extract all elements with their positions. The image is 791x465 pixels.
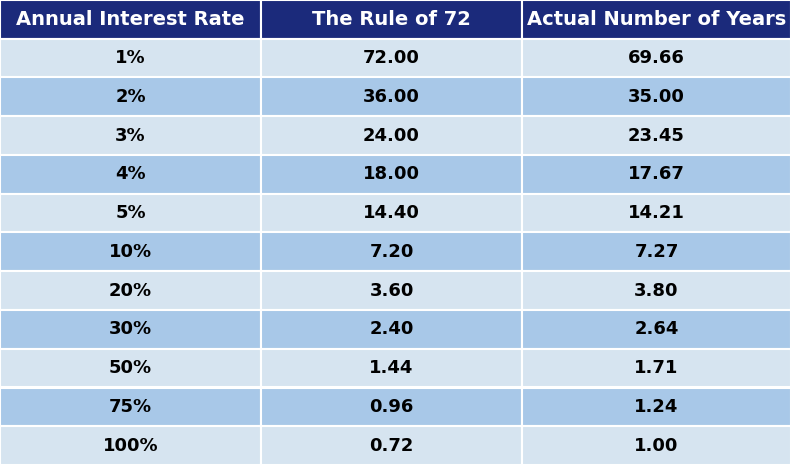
Text: 4%: 4%: [115, 166, 146, 183]
Text: 1.44: 1.44: [369, 359, 414, 377]
Bar: [261, 387, 522, 426]
Bar: [0, 116, 261, 155]
Bar: [0, 155, 261, 194]
Bar: [261, 116, 522, 155]
Bar: [261, 39, 522, 78]
Bar: [261, 349, 522, 387]
Bar: [0, 232, 261, 271]
Bar: [522, 78, 791, 116]
Text: 14.21: 14.21: [628, 204, 685, 222]
Text: 30%: 30%: [109, 320, 152, 339]
Text: The Rule of 72: The Rule of 72: [312, 10, 471, 29]
Bar: [0, 387, 261, 426]
Bar: [261, 232, 522, 271]
Text: 24.00: 24.00: [363, 126, 420, 145]
Bar: [0, 194, 261, 232]
Text: 1%: 1%: [115, 49, 146, 67]
Text: 7.27: 7.27: [634, 243, 679, 261]
Bar: [522, 387, 791, 426]
Bar: [522, 39, 791, 78]
Text: 3.80: 3.80: [634, 282, 679, 299]
Bar: [0, 78, 261, 116]
Text: 2%: 2%: [115, 88, 146, 106]
Text: 3.60: 3.60: [369, 282, 414, 299]
Bar: [522, 349, 791, 387]
Text: 0.72: 0.72: [369, 437, 414, 455]
Text: 17.67: 17.67: [628, 166, 685, 183]
Text: 10%: 10%: [109, 243, 152, 261]
Text: 23.45: 23.45: [628, 126, 685, 145]
Bar: [522, 0, 791, 39]
Bar: [522, 271, 791, 310]
Text: 14.40: 14.40: [363, 204, 420, 222]
Text: 5%: 5%: [115, 204, 146, 222]
Text: 2.40: 2.40: [369, 320, 414, 339]
Text: 1.00: 1.00: [634, 437, 679, 455]
Bar: [261, 426, 522, 465]
Bar: [261, 78, 522, 116]
Bar: [261, 0, 522, 39]
Bar: [522, 232, 791, 271]
Text: 7.20: 7.20: [369, 243, 414, 261]
Text: 3%: 3%: [115, 126, 146, 145]
Text: Actual Number of Years: Actual Number of Years: [527, 10, 786, 29]
Text: 0.96: 0.96: [369, 398, 414, 416]
Bar: [0, 310, 261, 349]
Text: 35.00: 35.00: [628, 88, 685, 106]
Text: 1.71: 1.71: [634, 359, 679, 377]
Bar: [0, 349, 261, 387]
Bar: [0, 271, 261, 310]
Bar: [522, 155, 791, 194]
Text: 75%: 75%: [109, 398, 152, 416]
Text: 36.00: 36.00: [363, 88, 420, 106]
Text: Annual Interest Rate: Annual Interest Rate: [17, 10, 244, 29]
Text: 18.00: 18.00: [363, 166, 420, 183]
Bar: [0, 0, 261, 39]
Text: 1.24: 1.24: [634, 398, 679, 416]
Bar: [0, 39, 261, 78]
Bar: [522, 426, 791, 465]
Text: 50%: 50%: [109, 359, 152, 377]
Text: 20%: 20%: [109, 282, 152, 299]
Bar: [522, 194, 791, 232]
Bar: [261, 194, 522, 232]
Bar: [0, 426, 261, 465]
Bar: [261, 271, 522, 310]
Text: 69.66: 69.66: [628, 49, 685, 67]
Text: 2.64: 2.64: [634, 320, 679, 339]
Bar: [522, 116, 791, 155]
Bar: [261, 155, 522, 194]
Text: 72.00: 72.00: [363, 49, 420, 67]
Bar: [522, 310, 791, 349]
Bar: [261, 310, 522, 349]
Text: 100%: 100%: [103, 437, 158, 455]
